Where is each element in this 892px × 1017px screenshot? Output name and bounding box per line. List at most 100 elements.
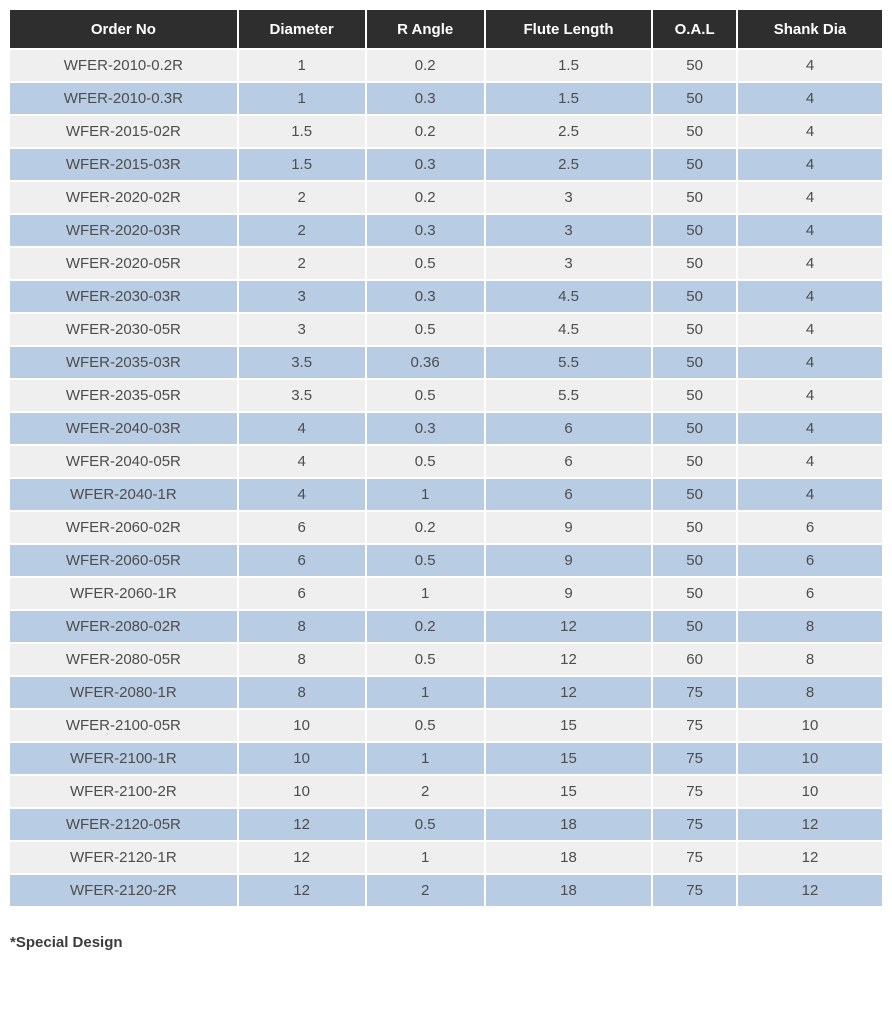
table-cell: WFER-2010-0.2R [10,50,237,81]
table-cell: WFER-2120-1R [10,842,237,873]
table-cell: 4 [738,215,882,246]
table-cell: 50 [653,314,737,345]
table-cell: 12 [738,842,882,873]
table-cell: 6 [485,413,652,444]
table-row: WFER-2040-1R 4 1 6 50 4 [10,479,882,510]
table-cell: 8 [238,611,365,642]
table-cell: 4.5 [485,281,652,312]
table-cell: 75 [653,842,737,873]
table-cell: 50 [653,512,737,543]
table-cell: 3.5 [238,347,365,378]
table-cell: 0.3 [366,281,484,312]
table-cell: 6 [738,545,882,576]
table-cell: 8 [738,677,882,708]
table-cell: 2.5 [485,116,652,147]
table-cell: WFER-2040-1R [10,479,237,510]
table-cell: 4 [238,446,365,477]
table-row: WFER-2020-02R 2 0.2 3 50 4 [10,182,882,213]
table-row: WFER-2020-03R 2 0.3 3 50 4 [10,215,882,246]
table-cell: 50 [653,116,737,147]
table-row: WFER-2080-1R 8 1 12 75 8 [10,677,882,708]
table-cell: 0.5 [366,644,484,675]
table-cell: 0.3 [366,413,484,444]
table-cell: 50 [653,413,737,444]
table-cell: 6 [238,512,365,543]
table-cell: 3 [238,281,365,312]
table-row: WFER-2120-2R 12 2 18 75 12 [10,875,882,906]
table-cell: 50 [653,380,737,411]
table-cell: WFER-2100-05R [10,710,237,741]
table-cell: 10 [738,776,882,807]
table-body: WFER-2010-0.2R 1 0.2 1.5 50 4 WFER-2010-0.3R 1 0… [10,50,882,906]
table-cell: 6 [485,446,652,477]
table-cell: 1 [366,842,484,873]
table-cell: WFER-2080-05R [10,644,237,675]
table-cell: 4 [738,83,882,114]
table-cell: 6 [238,578,365,609]
table-cell: WFER-2015-03R [10,149,237,180]
table-row: WFER-2100-1R 10 1 15 75 10 [10,743,882,774]
table-cell: 10 [238,776,365,807]
table-cell: 10 [738,710,882,741]
table-cell: 12 [238,875,365,906]
table-cell: 18 [485,809,652,840]
table-cell: 0.2 [366,182,484,213]
table-cell: 50 [653,446,737,477]
table-cell: 10 [238,743,365,774]
table-cell: 50 [653,347,737,378]
table-row: WFER-2120-1R 12 1 18 75 12 [10,842,882,873]
table-header: Order No Diameter R Angle Flute Length O… [10,10,882,48]
table-cell: 50 [653,182,737,213]
table-cell: 50 [653,578,737,609]
table-cell: 1 [238,83,365,114]
table-cell: 1 [366,578,484,609]
table-cell: 4 [738,116,882,147]
table-cell: WFER-2035-05R [10,380,237,411]
table-cell: 0.2 [366,116,484,147]
table-cell: 4 [238,413,365,444]
product-spec-table: Order No Diameter R Angle Flute Length O… [8,8,884,908]
table-cell: 1 [366,479,484,510]
table-cell: 1.5 [238,149,365,180]
table-cell: 75 [653,809,737,840]
table-cell: 8 [738,611,882,642]
table-cell: 3 [485,248,652,279]
table-cell: WFER-2030-03R [10,281,237,312]
table-cell: 4 [738,182,882,213]
table-cell: 12 [485,611,652,642]
table-cell: 9 [485,578,652,609]
table-row: WFER-2035-03R 3.5 0.36 5.5 50 4 [10,347,882,378]
table-cell: WFER-2040-05R [10,446,237,477]
column-header-r-angle: R Angle [366,10,484,48]
table-row: WFER-2040-05R 4 0.5 6 50 4 [10,446,882,477]
table-row: WFER-2060-05R 6 0.5 9 50 6 [10,545,882,576]
table-cell: 0.3 [366,83,484,114]
table-cell: 50 [653,215,737,246]
column-header-order-no: Order No [10,10,237,48]
table-cell: 15 [485,776,652,807]
table-row: WFER-2010-0.3R 1 0.3 1.5 50 4 [10,83,882,114]
table-cell: 6 [238,545,365,576]
table-row: WFER-2080-05R 8 0.5 12 60 8 [10,644,882,675]
table-cell: 75 [653,875,737,906]
table-cell: 60 [653,644,737,675]
table-cell: 0.5 [366,380,484,411]
table-cell: 0.5 [366,248,484,279]
table-cell: 0.2 [366,50,484,81]
table-cell: 4 [238,479,365,510]
table-cell: 1 [366,743,484,774]
table-cell: 75 [653,710,737,741]
table-row: WFER-2010-0.2R 1 0.2 1.5 50 4 [10,50,882,81]
table-cell: WFER-2100-1R [10,743,237,774]
table-cell: 4 [738,314,882,345]
table-cell: 50 [653,479,737,510]
table-cell: 4 [738,50,882,81]
table-cell: WFER-2040-03R [10,413,237,444]
table-row: WFER-2015-02R 1.5 0.2 2.5 50 4 [10,116,882,147]
table-cell: 0.5 [366,446,484,477]
table-cell: 1 [238,50,365,81]
table-cell: 6 [738,512,882,543]
table-cell: 4 [738,446,882,477]
table-cell: 3.5 [238,380,365,411]
